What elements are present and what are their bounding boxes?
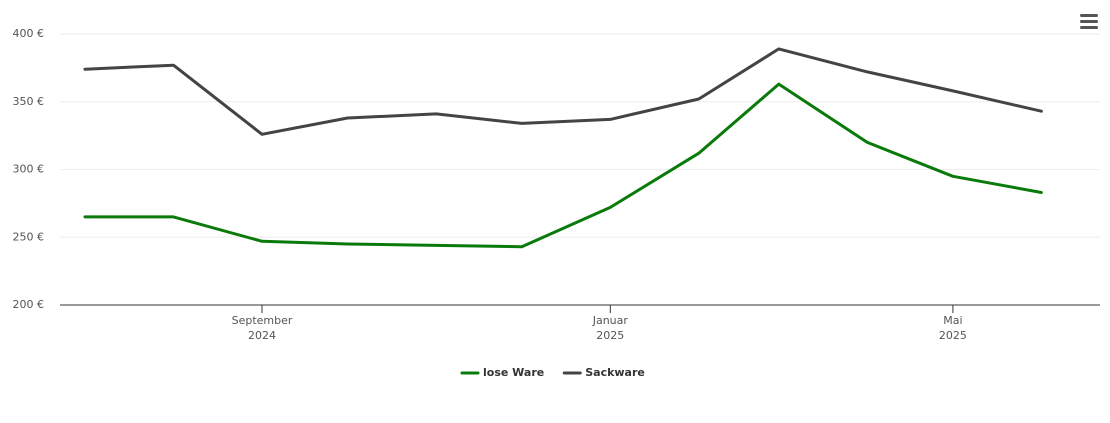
x-tick-sublabel: 2025: [939, 329, 967, 342]
menu-bar: [1080, 20, 1098, 23]
y-tick-label: 350 €: [13, 95, 45, 108]
x-tick-label: Mai: [943, 314, 962, 327]
legend-label: Sackware: [585, 366, 645, 379]
menu-bar: [1080, 14, 1098, 17]
x-tick-label: Januar: [592, 314, 629, 327]
legend: lose Ware Sackware: [460, 366, 645, 379]
y-tick-label: 250 €: [13, 230, 45, 243]
legend-item: lose Ware: [460, 366, 544, 379]
x-tick-sublabel: 2025: [596, 329, 624, 342]
x-tick-sublabel: 2024: [248, 329, 276, 342]
series-line: [83, 82, 1043, 249]
menu-bar: [1080, 26, 1098, 29]
x-tick-label: September: [232, 314, 293, 327]
y-tick-label: 300 €: [13, 163, 45, 176]
legend-item: Sackware: [562, 366, 645, 379]
series-line: [83, 47, 1043, 136]
legend-label: lose Ware: [483, 366, 544, 379]
menu-button[interactable]: [1080, 14, 1098, 29]
y-tick-label: 200 €: [13, 298, 45, 311]
y-tick-label: 400 €: [13, 27, 45, 40]
